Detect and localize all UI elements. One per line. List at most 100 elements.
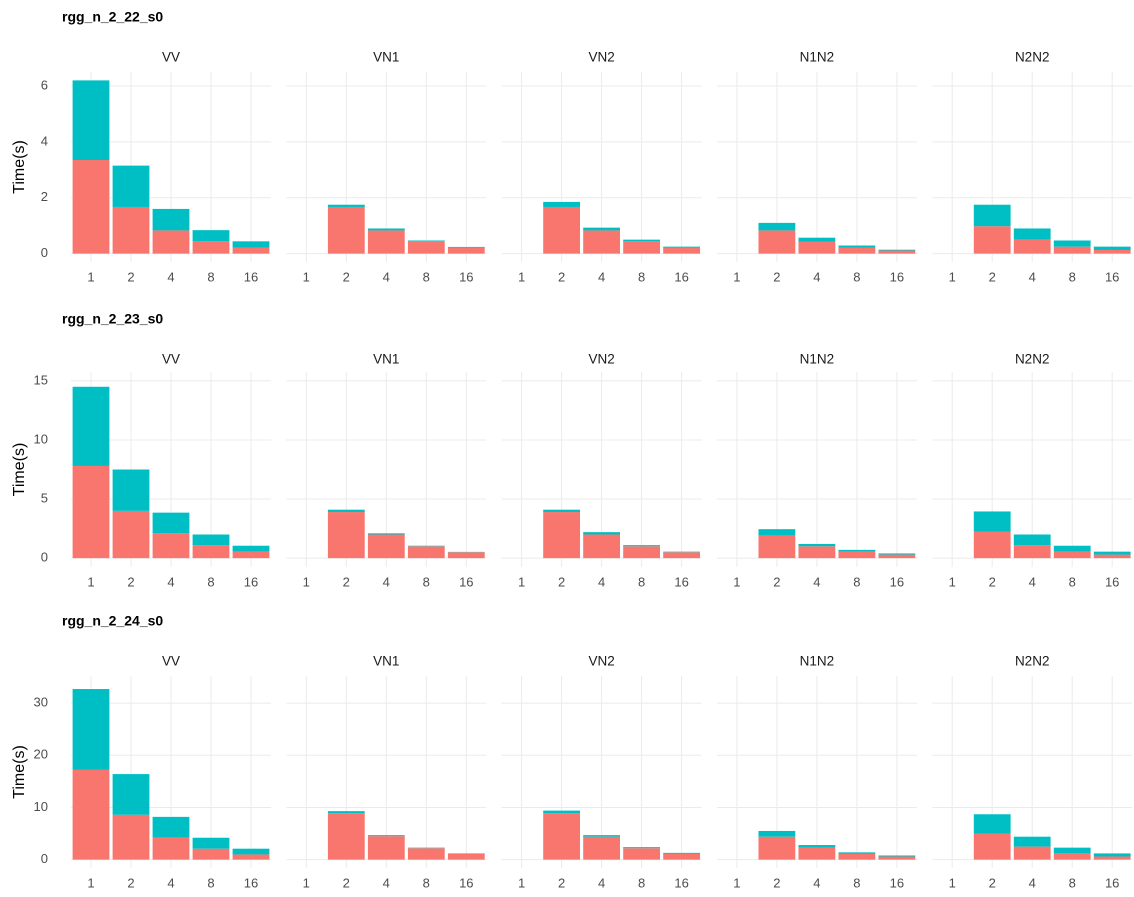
x-tick-label: 16: [244, 574, 258, 589]
bar-segment: [327, 204, 365, 207]
y-tick-label: 10: [34, 799, 48, 814]
x-tick-label: 2: [989, 574, 996, 589]
bar-segment: [623, 847, 660, 849]
bar-segment: [232, 848, 270, 855]
y-tick-label: 6: [41, 77, 48, 92]
bar-segment: [407, 240, 445, 242]
bar-segment: [1053, 853, 1091, 860]
x-tick-label: 1: [518, 269, 525, 284]
bar-segment: [232, 545, 270, 552]
x-tick-label: 4: [167, 269, 174, 284]
bar-segment: [798, 241, 836, 254]
bar-segment: [327, 512, 365, 559]
x-tick-label: 2: [343, 875, 350, 890]
x-tick-label: 16: [674, 574, 688, 589]
y-tick-label: 0: [41, 851, 48, 866]
y-tick-label: 2: [41, 189, 48, 204]
bar-segment: [663, 247, 700, 254]
row-title: rgg_n_2_23_s0: [62, 311, 163, 327]
y-axis-label: Time(s): [11, 443, 28, 497]
panel-title: VN2: [588, 50, 614, 65]
bar-segment: [152, 512, 190, 534]
bar-segment: [1093, 856, 1131, 860]
y-tick-label: 30: [34, 695, 48, 710]
bar-segment: [583, 532, 620, 535]
bar-segment: [973, 531, 1011, 559]
bar-segment: [798, 546, 836, 559]
x-tick-label: 8: [1069, 574, 1076, 589]
bar-segment: [1013, 545, 1051, 559]
bar-segment: [407, 848, 445, 860]
bar-segment: [1053, 551, 1091, 559]
bar-segment: [758, 529, 796, 536]
row-title: rgg_n_2_24_s0: [62, 613, 163, 629]
bar-segment: [367, 534, 405, 559]
bar-segment: [583, 534, 620, 559]
x-tick-label: 2: [773, 875, 780, 890]
x-tick-label: 1: [949, 574, 956, 589]
bar-segment: [798, 237, 836, 242]
panel-title: N1N2: [800, 50, 835, 65]
y-tick-label: 5: [41, 490, 48, 505]
y-axis-label: Time(s): [11, 140, 28, 194]
panel-title: VN1: [373, 654, 399, 669]
panel-title: VN1: [373, 352, 399, 367]
bar-segment: [367, 230, 405, 254]
x-tick-label: 1: [303, 269, 310, 284]
x-tick-label: 4: [167, 574, 174, 589]
bar-segment: [583, 836, 620, 860]
bar-segment: [72, 769, 110, 860]
y-tick-label: 20: [34, 747, 48, 762]
bar-segment: [543, 810, 580, 814]
x-tick-label: 16: [459, 269, 473, 284]
bar-segment: [623, 546, 660, 559]
bar-segment: [543, 509, 580, 513]
x-tick-label: 8: [853, 875, 860, 890]
panel-title: N2N2: [1015, 654, 1050, 669]
x-tick-label: 1: [87, 875, 94, 890]
bar-segment: [1053, 240, 1091, 247]
x-tick-label: 16: [459, 574, 473, 589]
bar-segment: [798, 543, 836, 547]
bar-segment: [72, 689, 110, 770]
bar-segment: [1093, 853, 1131, 857]
x-tick-label: 2: [127, 574, 134, 589]
bar-segment: [878, 856, 916, 860]
x-tick-label: 8: [853, 269, 860, 284]
x-tick-label: 1: [518, 875, 525, 890]
bar-segment: [112, 814, 150, 860]
x-tick-label: 2: [989, 269, 996, 284]
bar-segment: [152, 208, 190, 231]
bar-segment: [72, 465, 110, 559]
bar-segment: [112, 774, 150, 815]
bar-segment: [623, 239, 660, 242]
bar-segment: [232, 854, 270, 860]
panel-title: N1N2: [800, 352, 835, 367]
x-tick-label: 8: [207, 574, 214, 589]
bar-segment: [367, 835, 405, 837]
bar-segment: [1093, 551, 1131, 555]
x-tick-label: 1: [87, 574, 94, 589]
bar-segment: [973, 226, 1011, 254]
bar-segment: [973, 814, 1011, 834]
bar-segment: [152, 816, 190, 838]
bar-segment: [152, 533, 190, 559]
bar-segment: [447, 246, 485, 248]
x-tick-label: 2: [558, 269, 565, 284]
bar-segment: [798, 845, 836, 848]
bar-segment: [838, 247, 876, 254]
x-tick-label: 8: [638, 269, 645, 284]
x-tick-label: 1: [518, 574, 525, 589]
bar-segment: [623, 545, 660, 547]
panel-title: VV: [162, 50, 180, 65]
panel-title: N2N2: [1015, 50, 1050, 65]
y-tick-label: 4: [41, 133, 48, 148]
x-tick-label: 8: [423, 875, 430, 890]
x-tick-label: 4: [598, 875, 605, 890]
x-tick-label: 16: [459, 875, 473, 890]
panel-title: N1N2: [800, 654, 835, 669]
bar-segment: [1053, 847, 1091, 854]
bar-segment: [878, 855, 916, 857]
bar-segment: [192, 230, 230, 242]
